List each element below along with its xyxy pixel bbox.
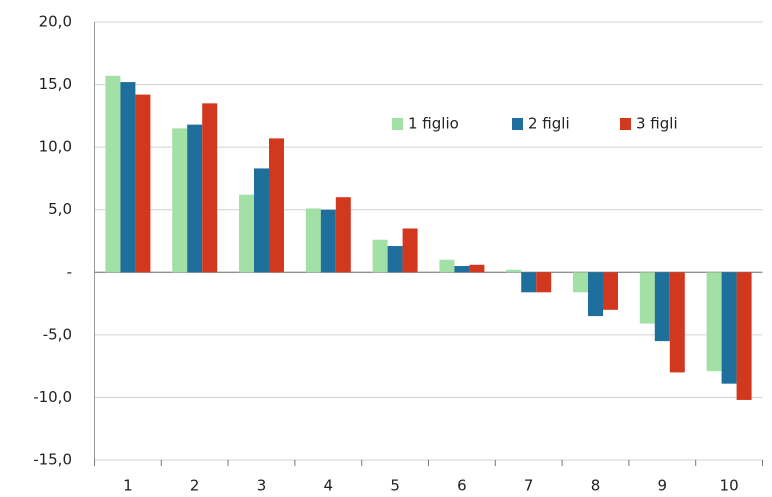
x-tick-label: 6	[457, 477, 467, 495]
legend-swatch	[620, 118, 631, 130]
x-tick-label: 5	[390, 477, 400, 495]
legend-label: 2 figli	[528, 115, 570, 133]
x-tick-label: 10	[720, 477, 739, 495]
bar	[588, 272, 603, 317]
bar	[469, 264, 485, 273]
legend-label: 3 figli	[636, 115, 678, 133]
bar	[536, 272, 552, 293]
y-tick-label: -10,0	[33, 388, 72, 406]
x-tick-label: 3	[257, 477, 267, 495]
bar	[654, 272, 670, 342]
x-tick-label: 2	[190, 477, 200, 495]
bar	[187, 124, 203, 273]
bar	[305, 208, 321, 273]
bar	[506, 269, 522, 273]
bar	[320, 209, 336, 273]
bar	[603, 272, 618, 310]
legend-label: 1 figlio	[408, 115, 459, 133]
bar	[402, 228, 418, 273]
bar	[706, 272, 722, 372]
bar	[254, 168, 269, 273]
y-tick-label: 20,0	[39, 13, 72, 31]
bar	[135, 94, 151, 273]
x-tick-label: 9	[658, 477, 668, 495]
y-tick-label: -	[67, 263, 72, 281]
x-tick-label: 7	[524, 477, 534, 495]
bar	[454, 266, 470, 273]
bar	[335, 197, 351, 273]
y-tick-label: -5,0	[43, 325, 72, 343]
bar	[172, 128, 188, 273]
y-tick-label: -15,0	[33, 451, 72, 469]
bar	[372, 239, 388, 273]
bar	[439, 259, 455, 273]
x-tick-label: 1	[123, 477, 133, 495]
bar	[202, 103, 218, 273]
bar	[387, 246, 403, 273]
bar	[105, 75, 121, 273]
bar	[639, 272, 655, 324]
x-tick-label: 4	[324, 477, 334, 495]
bar	[521, 272, 537, 293]
x-tick-label: 8	[591, 477, 601, 495]
y-tick-label: 5,0	[48, 200, 72, 218]
bar	[573, 272, 588, 293]
bar	[269, 138, 284, 273]
legend-swatch	[392, 118, 403, 130]
y-tick-label: 10,0	[39, 138, 72, 156]
y-tick-label: 15,0	[39, 75, 72, 93]
bar	[721, 272, 737, 384]
bar	[669, 272, 685, 373]
legend-swatch	[512, 118, 523, 130]
bar	[736, 272, 752, 400]
bar	[239, 194, 254, 273]
bar	[120, 82, 136, 273]
